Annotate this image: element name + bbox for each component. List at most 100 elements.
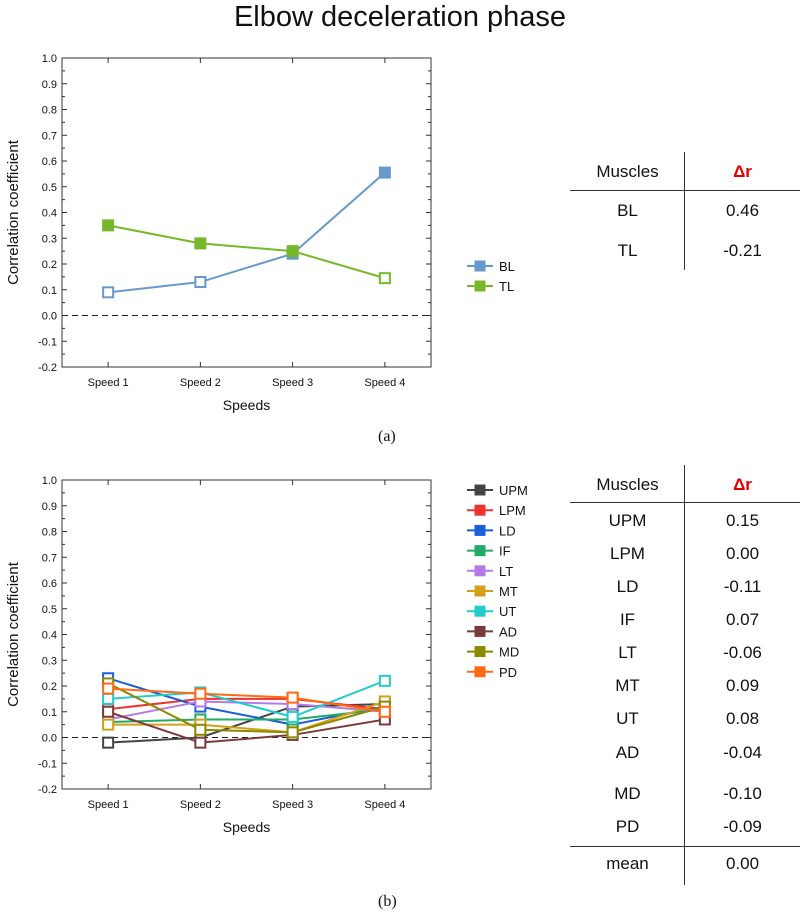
legend-label-if: IF xyxy=(499,544,511,559)
data-point-md xyxy=(194,723,207,736)
series-line-upm xyxy=(108,703,385,744)
table-row: UPM 0.15 xyxy=(570,506,800,536)
table-header-muscles: Muscles xyxy=(596,475,659,494)
y-tick-label: 0.2 xyxy=(42,259,57,271)
y-tick-label: 0.4 xyxy=(42,630,57,642)
y-tick-label: 0.1 xyxy=(42,285,57,297)
table-rule xyxy=(570,190,800,191)
y-tick-label: 0.3 xyxy=(42,655,57,667)
data-point-tl xyxy=(286,245,299,258)
table-cell-muscle: PD xyxy=(615,817,640,836)
legend-marker xyxy=(474,524,486,536)
table-header-row: Muscles Δr xyxy=(570,157,800,187)
y-tick-label: -0.2 xyxy=(38,784,57,796)
x-axis-label: Speeds xyxy=(223,397,270,413)
caption-b: (b) xyxy=(378,893,397,910)
legend-label-ut: UT xyxy=(499,604,516,619)
x-tick-label: Speed 2 xyxy=(180,799,221,811)
legend-label-lpm: LPM xyxy=(499,503,526,518)
series-line-ut xyxy=(108,679,386,718)
data-point-pd xyxy=(194,687,207,700)
table-cell-value: -0.09 xyxy=(723,817,762,836)
table-header-row: Muscles Δr xyxy=(570,470,800,500)
legend-marker xyxy=(474,484,486,496)
data-point-tl xyxy=(102,219,115,232)
table-cell-muscle: BL xyxy=(617,201,638,220)
data-point-tl xyxy=(194,237,207,250)
legend-marker xyxy=(474,545,486,557)
series-line-pd xyxy=(108,687,386,713)
data-point-ut xyxy=(378,674,391,687)
table-row: AD -0.04 xyxy=(570,738,800,768)
series-line-md xyxy=(107,682,386,734)
table-row: MD -0.10 xyxy=(570,779,800,809)
data-point-md xyxy=(286,726,299,739)
y-tick-label: 0.0 xyxy=(42,311,57,323)
table-row: BL 0.46 xyxy=(570,196,800,226)
table-cell-muscle: UPM xyxy=(608,511,647,530)
y-tick-label: 0.1 xyxy=(42,707,57,719)
data-point-pd xyxy=(378,705,391,718)
x-tick-label: Speed 1 xyxy=(88,377,129,389)
figure-title: Elbow deceleration phase xyxy=(233,1,567,33)
chart-b: -0.2 -0.1 0.0 0.1 0.2 0.3 0.4 0.5 0.6 0.7 0.8 0.9 1.… xyxy=(5,475,528,835)
table-cell-value: 0.07 xyxy=(725,610,760,629)
table-cell-value: -0.11 xyxy=(723,577,762,596)
x-tick-label: Speed 4 xyxy=(364,377,405,389)
y-tick-label: -0.2 xyxy=(38,362,57,374)
legend-marker xyxy=(474,280,486,292)
data-point-pd xyxy=(286,691,299,704)
legend-label-ad: AD xyxy=(499,624,517,639)
table-footer-row: mean 0.00 xyxy=(570,849,800,879)
y-tick-label: 0.8 xyxy=(42,527,57,539)
y-tick-label: 0.9 xyxy=(42,501,57,513)
table-cell-muscle: LPM xyxy=(610,544,645,563)
legend-marker xyxy=(474,605,486,617)
table-row: PD -0.09 xyxy=(570,812,800,842)
table-cell-muscle: UT xyxy=(616,709,639,728)
x-tick-label: Speed 2 xyxy=(180,377,221,389)
series-line-mt xyxy=(108,700,386,734)
data-point-bl xyxy=(102,286,115,299)
y-tick-label: 1.0 xyxy=(42,53,57,65)
table-row: MT 0.09 xyxy=(570,671,800,701)
series-line-ad xyxy=(107,710,386,744)
delta-r-table-b: Muscles Δr UPM 0.15 LPM 0.00 LD -0.11 IF 0.0… xyxy=(570,465,800,885)
data-point-ad xyxy=(194,736,207,749)
y-axis-label: Correlation coefficient xyxy=(5,561,22,707)
data-point-pd xyxy=(102,682,115,695)
table-cell-value: -0.06 xyxy=(723,643,762,662)
y-axis-label: Correlation coefficient xyxy=(5,139,22,285)
y-tick-label: -0.1 xyxy=(38,336,57,348)
table-cell-value: 0.15 xyxy=(725,511,760,530)
y-tick-label: 0.3 xyxy=(42,233,57,245)
table-header-delta-r: Δr xyxy=(733,162,752,181)
caption-a: (a) xyxy=(378,428,396,445)
x-axis-label: Speeds xyxy=(223,819,270,835)
data-point-ut xyxy=(102,692,115,705)
data-point-tl xyxy=(378,272,391,285)
table-cell-muscle: TL xyxy=(617,241,638,260)
legend-marker xyxy=(474,260,486,272)
y-tick-label: 0.5 xyxy=(42,182,57,194)
table-row: TL -0.21 xyxy=(570,236,800,266)
chart-a: -0.2 -0.1 0.0 0.1 0.2 0.3 0.4 0.5 0.6 0.7 0.8 0.9 1.… xyxy=(5,53,515,413)
y-tick-label: -0.1 xyxy=(38,758,57,770)
series-line-lt xyxy=(107,700,385,721)
table-header-delta-r: Δr xyxy=(733,475,752,494)
data-point-upm xyxy=(102,736,115,749)
table-cell-value: -0.21 xyxy=(723,241,762,260)
legend-marker xyxy=(474,585,486,597)
legend-label-upm: UPM xyxy=(499,483,528,498)
series-line-ld xyxy=(107,677,386,726)
table-rule xyxy=(570,502,800,503)
y-tick-label: 0.0 xyxy=(42,733,57,745)
y-tick-label: 0.6 xyxy=(42,578,57,590)
y-tick-label: 1.0 xyxy=(42,475,57,487)
series-line-bl xyxy=(108,171,386,294)
table-row: UT 0.08 xyxy=(570,704,800,734)
series-line-tl xyxy=(107,224,386,280)
legend-label-bl: BL xyxy=(499,259,515,274)
legend-marker xyxy=(474,565,486,577)
table-cell-value: 0.46 xyxy=(725,201,760,220)
